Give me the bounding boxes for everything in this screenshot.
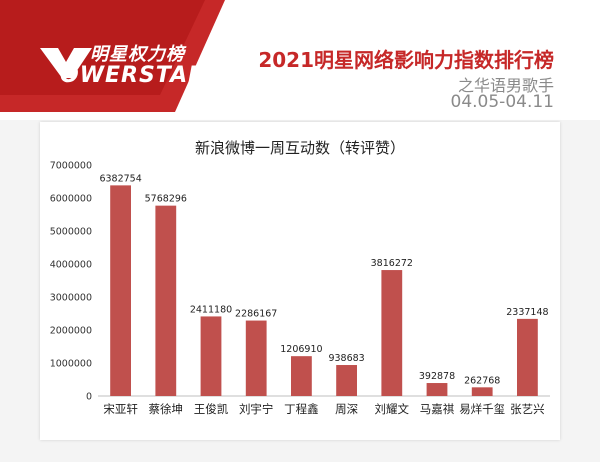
y-tick-label: 1000000 — [50, 359, 92, 370]
bar — [200, 316, 222, 396]
logo-chinese-text: 明星权力榜 — [90, 44, 185, 65]
x-tick-label: 张艺兴 — [510, 402, 545, 416]
x-tick-label: 宋亚轩 — [103, 402, 138, 416]
data-label: 938683 — [328, 353, 364, 364]
x-tick-label: 刘耀文 — [375, 402, 410, 416]
bar — [291, 356, 312, 396]
x-tick-label: 蔡徐坤 — [149, 402, 184, 416]
y-tick-label: 7000000 — [50, 161, 92, 172]
bar — [471, 387, 493, 396]
data-label: 6382754 — [99, 173, 141, 184]
data-label: 2411180 — [190, 304, 232, 315]
data-label: 262768 — [464, 375, 500, 386]
x-tick-label: 王俊凯 — [194, 402, 229, 416]
data-label: 1206910 — [280, 344, 322, 355]
y-tick-label: 3000000 — [50, 293, 92, 304]
x-tick-label: 易烊千玺 — [459, 402, 505, 416]
x-tick-label: 丁程鑫 — [284, 402, 319, 416]
y-tick-label: 4000000 — [50, 260, 92, 271]
y-tick-label: 5000000 — [50, 227, 92, 238]
bar — [245, 320, 267, 396]
data-label: 2286167 — [235, 309, 277, 320]
page-subtitle: 之华语男歌手 — [457, 76, 554, 95]
x-tick-label: 马嘉祺 — [420, 402, 455, 416]
data-label: 5768296 — [145, 194, 187, 205]
bar — [426, 383, 448, 396]
bar — [110, 185, 131, 396]
bar — [336, 365, 357, 396]
date-range: 04.05-04.11 — [450, 92, 554, 112]
data-label: 2337148 — [506, 307, 548, 318]
x-tick-label: 周深 — [335, 402, 358, 416]
bar — [381, 270, 403, 396]
y-tick-label: 0 — [86, 392, 92, 403]
bar — [155, 205, 177, 396]
page-title: 2021明星网络影响力指数排行榜 — [258, 48, 554, 72]
y-tick-label: 6000000 — [50, 194, 92, 205]
bar — [517, 318, 538, 396]
data-label: 3816272 — [371, 258, 413, 269]
logo-english-text: OWERSTAR — [60, 63, 207, 88]
logo-shape — [0, 0, 225, 112]
y-tick-label: 2000000 — [50, 326, 92, 337]
data-label: 392878 — [419, 371, 455, 382]
x-tick-label: 刘宇宁 — [239, 402, 274, 416]
chart-title: 新浪微博一周互动数（转评赞） — [194, 139, 405, 157]
